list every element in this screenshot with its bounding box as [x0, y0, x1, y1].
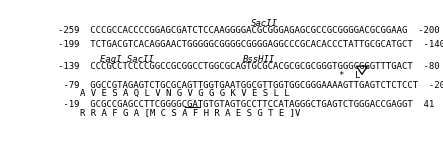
- Text: -259  CCCGCCACCCCGGAGCGATCTCCAAGGGGACGCGGGAGAGCGCCGCGGGGACGCGGAAG  -200: -259 CCCGCCACCCCGGAGCGATCTCCAAGGGGACGCGG…: [58, 26, 440, 35]
- Text: -199  TCTGACGTCACAGGAACTGGGGGCGGGGCGGGGAGGCCCGCACACCCTATTGCGCATGCT  -140: -199 TCTGACGTCACAGGAACTGGGGGCGGGGCGGGGAG…: [58, 40, 443, 49]
- Text: -139  CCCGCCTCCCCGGCCGCGGCCTGGCGCAGTGCGCACGCGCGCGGGTGGGCGGGTTTGACT  -80: -139 CCCGCCTCCCCGGCCGCGGCCTGGCGCAGTGCGCA…: [58, 62, 440, 71]
- Text: SacII: SacII: [251, 19, 278, 28]
- Text: -79  GGCCGTAGAGTCTGCGCAGTTGGTGAATGGCGTTGGTGGCGGGAAAAGTTGAGTCTCTCCT  -20: -79 GGCCGTAGAGTCTGCGCAGTTGGTGAATGGCGTTGG…: [58, 81, 443, 90]
- Text: BssHII: BssHII: [242, 55, 275, 64]
- Text: EagI SacII: EagI SacII: [100, 55, 154, 64]
- Text: A V E S A Q L V N G V G G G K V E S L L: A V E S A Q L V N G V G G G K V E S L L: [80, 89, 290, 98]
- Text: -19  GCGCCGAGCCTTCGGGGCGATGTGTAGTGCCTTCCATAGGGCTGAGTCTGGGACCGAGGT  41: -19 GCGCCGAGCCTTCGGGGCGATGTGTAGTGCCTTCCA…: [58, 100, 435, 109]
- Text: *  L: * L: [338, 71, 360, 80]
- Text: R R A F G A [M C S A F H R A E S G T E ]V: R R A F G A [M C S A F H R A E S G T E ]…: [80, 109, 300, 118]
